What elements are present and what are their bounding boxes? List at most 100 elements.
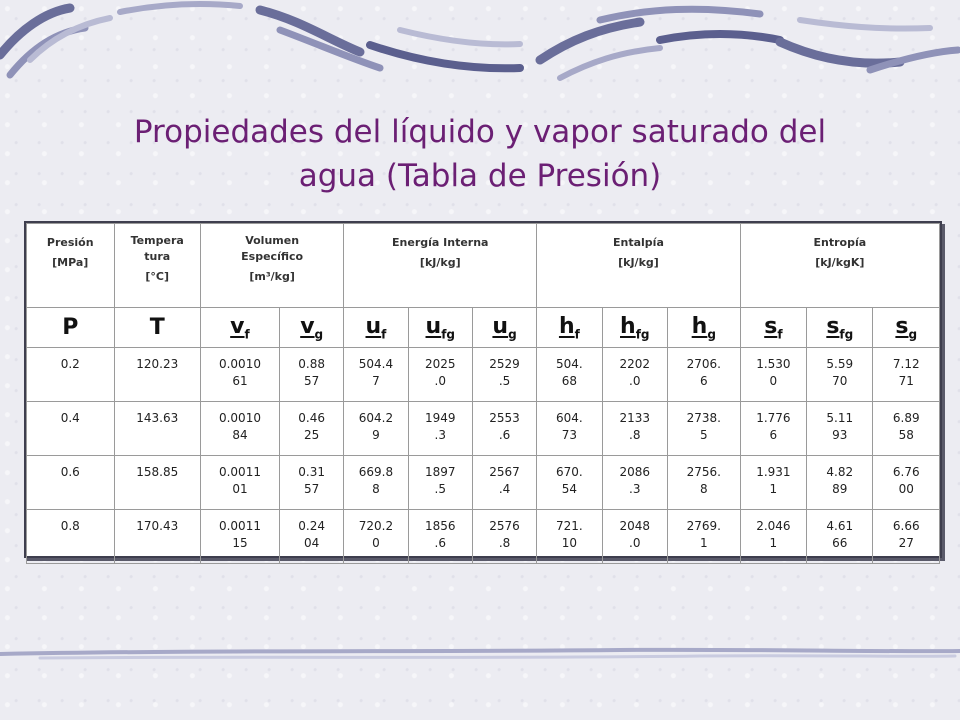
cell-text: 1.776 [756, 411, 791, 425]
symbol-label: hfg [620, 313, 650, 342]
cell-text: 8 [699, 482, 708, 496]
cell-text: 0.0011 [218, 519, 261, 533]
table-cell: 5.11 93 [806, 401, 874, 456]
cell-text: .8 [629, 428, 641, 442]
table-body: 0.2 120.23 0.0010 61 0.88 57 504.4 7 2025.0 2529.… [26, 347, 940, 564]
table-cell: 721. 10 [536, 509, 603, 564]
header-presion-l1: Presión [46, 236, 94, 249]
header-energia-l2: [kJ/kg] [419, 256, 461, 269]
table-cell: 0.88 57 [278, 347, 345, 402]
table-cell: 2567 .4 [471, 455, 538, 510]
table-cell: 4.82 89 [806, 455, 874, 510]
cell-text: 1.530 [756, 357, 791, 371]
table-cell: 2553 .6 [471, 401, 538, 456]
cell-text: 2025 [424, 357, 456, 371]
table-cell: 0.0011 15 [199, 509, 281, 564]
table-cell: 2529 .5 [471, 347, 538, 402]
cell-text: 143.63 [136, 411, 179, 425]
cell-text: 84 [232, 428, 248, 442]
table-cell: 0.8 [26, 509, 115, 564]
table-cell: 6.66 27 [872, 509, 940, 564]
table-row: 0.2 120.23 0.0010 61 0.88 57 504.4 7 2025.0 2529.… [26, 347, 940, 402]
cell-text: 0 [769, 374, 778, 388]
symbol-sg: sg [872, 307, 940, 348]
symbol-label: uf [365, 313, 387, 342]
cell-text: 0.46 [298, 411, 326, 425]
steam-table: Presión [MPa] Tempera tura [°C] Volumen … [24, 221, 942, 564]
cell-text: 27 [898, 536, 914, 550]
symbol-sfg: sfg [806, 307, 874, 348]
symbol-hg: hg [666, 307, 741, 348]
table-cell: 1.776 6 [739, 401, 808, 456]
cell-text: 2769. [686, 519, 721, 533]
cell-text: 2738. [686, 411, 721, 425]
table-row: 0.8 170.43 0.0011 15 0.24 04 720.2 0 1856.6 2576.… [26, 509, 940, 564]
cell-text: 6 [699, 374, 708, 388]
symbol-label: ufg [425, 313, 455, 342]
header-energia: Energía Interna [kJ/kg] [343, 223, 538, 308]
cell-text: 6.66 [892, 519, 920, 533]
cell-text: .5 [498, 374, 511, 388]
table-cell: 2769. 1 [666, 509, 741, 564]
table-cell: 1.530 0 [739, 347, 808, 402]
cell-text: .3 [629, 482, 641, 496]
symbol-vg: vg [278, 307, 345, 348]
table-cell: 2756. 8 [666, 455, 741, 510]
cell-text: 0.88 [298, 357, 326, 371]
cell-text: .6 [498, 428, 511, 442]
header-entropia-l1: Entropía [813, 236, 867, 249]
cell-text: 7 [372, 374, 380, 388]
symbol-label: hg [691, 313, 716, 342]
cell-text: 8 [372, 482, 380, 496]
cell-text: 70 [832, 374, 848, 388]
table-cell: 0.0010 84 [199, 401, 281, 456]
cell-text: 9 [372, 428, 380, 442]
table-cell: 0.2 [26, 347, 115, 402]
table-cell: 1856 .6 [407, 509, 473, 564]
header-presion-l2: [MPa] [52, 256, 89, 269]
table-cell: 4.61 66 [806, 509, 874, 564]
cell-text: 61 [232, 374, 248, 388]
cell-text: 1 [699, 536, 708, 550]
cell-text: 6.76 [892, 465, 920, 479]
table-cell: 504.4 7 [343, 347, 409, 402]
cell-text: 1949 [424, 411, 456, 425]
symbol-hfg: hfg [601, 307, 668, 348]
cell-text: 0.0011 [218, 465, 261, 479]
symbol-label: vf [230, 313, 250, 342]
cell-text: .8 [498, 536, 511, 550]
brush-stroke-banner [0, 1, 960, 81]
cell-text: 93 [832, 428, 848, 442]
table-cell: 0.24 04 [278, 509, 345, 564]
cell-text: 2553 [489, 411, 520, 425]
cell-text: 2133 [619, 411, 651, 425]
symbol-label: T [149, 315, 165, 340]
cell-text: 4.61 [826, 519, 854, 533]
symbol-label: P [62, 315, 79, 340]
table-row: 0.6 158.85 0.0011 01 0.31 57 669.8 8 1897.5 2567.… [26, 455, 940, 510]
table-cell: 670. 54 [536, 455, 603, 510]
table-cell: 720.2 0 [343, 509, 409, 564]
cell-text: 158.85 [136, 465, 179, 479]
header-temperatura-l2: tura [144, 250, 171, 263]
header-entalpia: Entalpía [kJ/kg] [536, 223, 741, 308]
cell-text: 0.2 [60, 357, 80, 371]
cell-text: 2202 [619, 357, 651, 371]
table-cell: 2.046 1 [739, 509, 808, 564]
table-cell: 2086 .3 [601, 455, 668, 510]
header-presion: Presión [MPa] [26, 223, 115, 308]
cell-text: 1897 [424, 465, 456, 479]
cell-text: 04 [304, 536, 320, 550]
symbol-label: sg [895, 313, 918, 342]
cell-text: 89 [832, 482, 848, 496]
table-cell: 170.43 [113, 509, 201, 564]
cell-text: 669.8 [358, 465, 394, 479]
cell-text: 68 [561, 374, 578, 388]
cell-text: 4.82 [826, 465, 854, 479]
cell-text: 2576 [489, 519, 520, 533]
cell-text: .0 [629, 374, 641, 388]
cell-text: 2086 [619, 465, 651, 479]
cell-text: 0.24 [298, 519, 326, 533]
header-entalpia-l1: Entalpía [613, 236, 664, 249]
cell-text: 2756. [686, 465, 721, 479]
